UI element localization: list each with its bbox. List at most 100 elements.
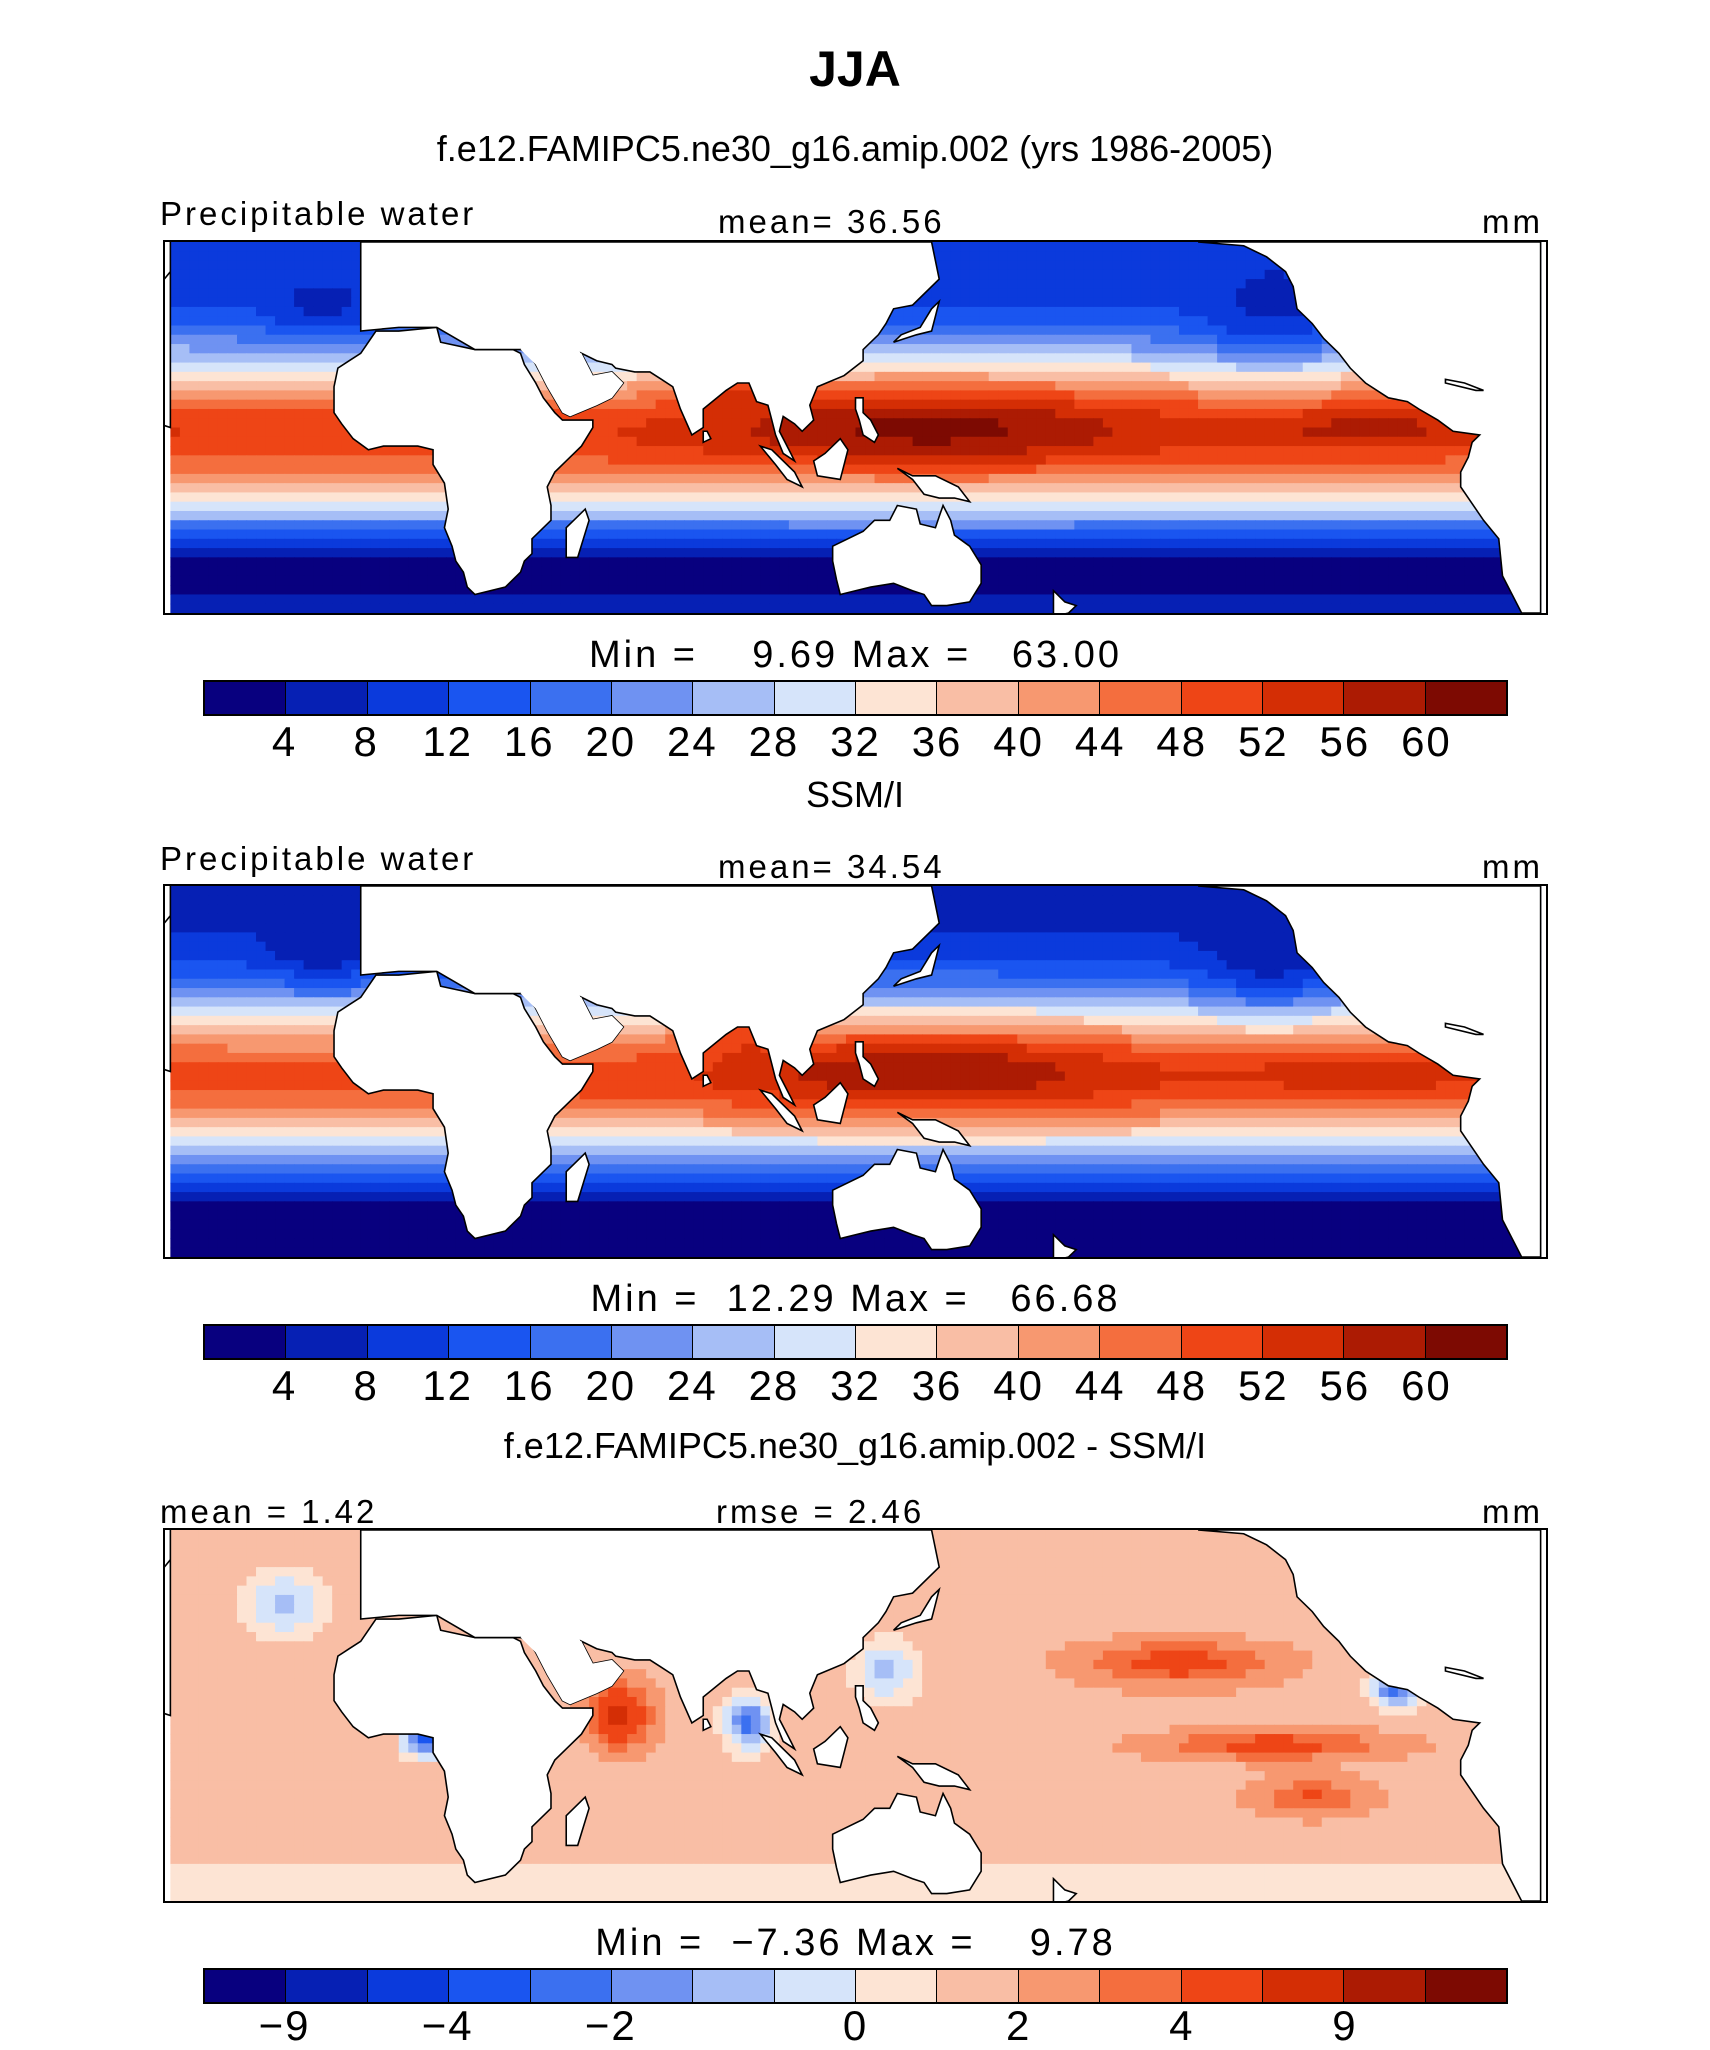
field-cell [1140,501,1152,512]
field-cell [170,557,181,568]
field-cell [750,427,761,438]
field-cell [1426,538,1437,549]
field-cell [265,316,276,327]
field-cell [1321,455,1332,466]
field-cell [1217,548,1228,558]
field-cell [1359,381,1370,391]
field-cell [570,492,581,503]
field-cell [931,510,942,521]
field-cell [360,464,371,475]
field-cell [217,510,229,521]
field-cell [1045,325,1056,336]
field-cell [817,399,828,410]
field-cell [1416,529,1428,540]
field-cell [950,242,961,252]
field-cell [541,529,552,540]
field-cell [170,520,181,531]
field-cell [1445,473,1456,484]
field-cell [1255,538,1266,549]
field-cell [722,408,733,419]
field-cell [1236,436,1247,447]
field-cell [1226,279,1237,289]
field-cell [674,473,685,484]
field-cell [1017,362,1028,373]
field-cell [1198,446,1209,456]
field-cell [1245,344,1256,354]
field-cell [1045,501,1056,512]
field-cell [1140,390,1152,401]
field-cell [332,538,343,549]
field-cell [703,483,714,494]
field-cell [1198,297,1209,308]
field-cell [998,464,1009,475]
field-cell [189,548,200,558]
field-cell [693,483,704,494]
field-cell [712,529,723,540]
field-cell [217,288,229,299]
field-cell [1159,306,1171,317]
field-cell [303,548,314,558]
field-cell [1283,529,1294,540]
field-cell [427,557,438,568]
field-cell [351,269,362,280]
field-cell [1255,381,1266,391]
field-cell [398,492,409,503]
field-cell [1026,390,1037,401]
field-cell [1369,399,1380,410]
field-cell [351,306,362,317]
field-cell [941,408,952,419]
field-cell [1245,353,1256,364]
field-cell [627,492,638,503]
field-cell [1454,483,1466,494]
field-cell [208,306,219,317]
field-cell [1083,510,1094,521]
field-cell [1454,538,1466,549]
field-cell [817,501,828,512]
field-cell [1188,408,1199,419]
field-cell [1121,353,1133,364]
field-cell [1321,520,1332,531]
field-cell [1255,371,1266,382]
field-cell [1416,464,1428,475]
field-cell [303,408,314,419]
field-cell [332,483,343,494]
field-cell [236,548,248,558]
field-cell [256,344,267,354]
field-cell [551,473,562,484]
field-cell [256,390,267,401]
field-cell [1283,408,1294,419]
field-cell [1064,538,1075,549]
field-cell [1255,288,1266,299]
field-cell [198,353,210,364]
field-cell [1474,538,1485,549]
field-cell [1264,492,1275,503]
field-cell [636,427,647,438]
field-cell [960,510,971,521]
field-cell [693,510,704,521]
field-cell [1293,306,1304,317]
field-cell [189,557,200,568]
field-cell [1226,548,1237,558]
field-cell [1255,501,1266,512]
field-cell [1036,251,1047,262]
field-cell [1150,362,1161,373]
field-cell [246,408,257,419]
field-cell [1036,390,1047,401]
field-cell [341,344,352,354]
field-cell [865,492,876,503]
field-cell [1435,501,1447,512]
field-cell [341,520,352,531]
field-cell [1055,269,1066,280]
field-cell [389,473,400,484]
field-cell [294,520,305,531]
field-cell [1017,242,1028,252]
field-cell [1150,279,1161,289]
field-cell [760,529,771,540]
field-cell [788,436,799,447]
field-cell [712,399,723,410]
field-cell [865,483,876,494]
field-cell [179,464,191,475]
field-cell [693,427,704,438]
field-cell [246,251,257,262]
field-cell [179,557,191,568]
